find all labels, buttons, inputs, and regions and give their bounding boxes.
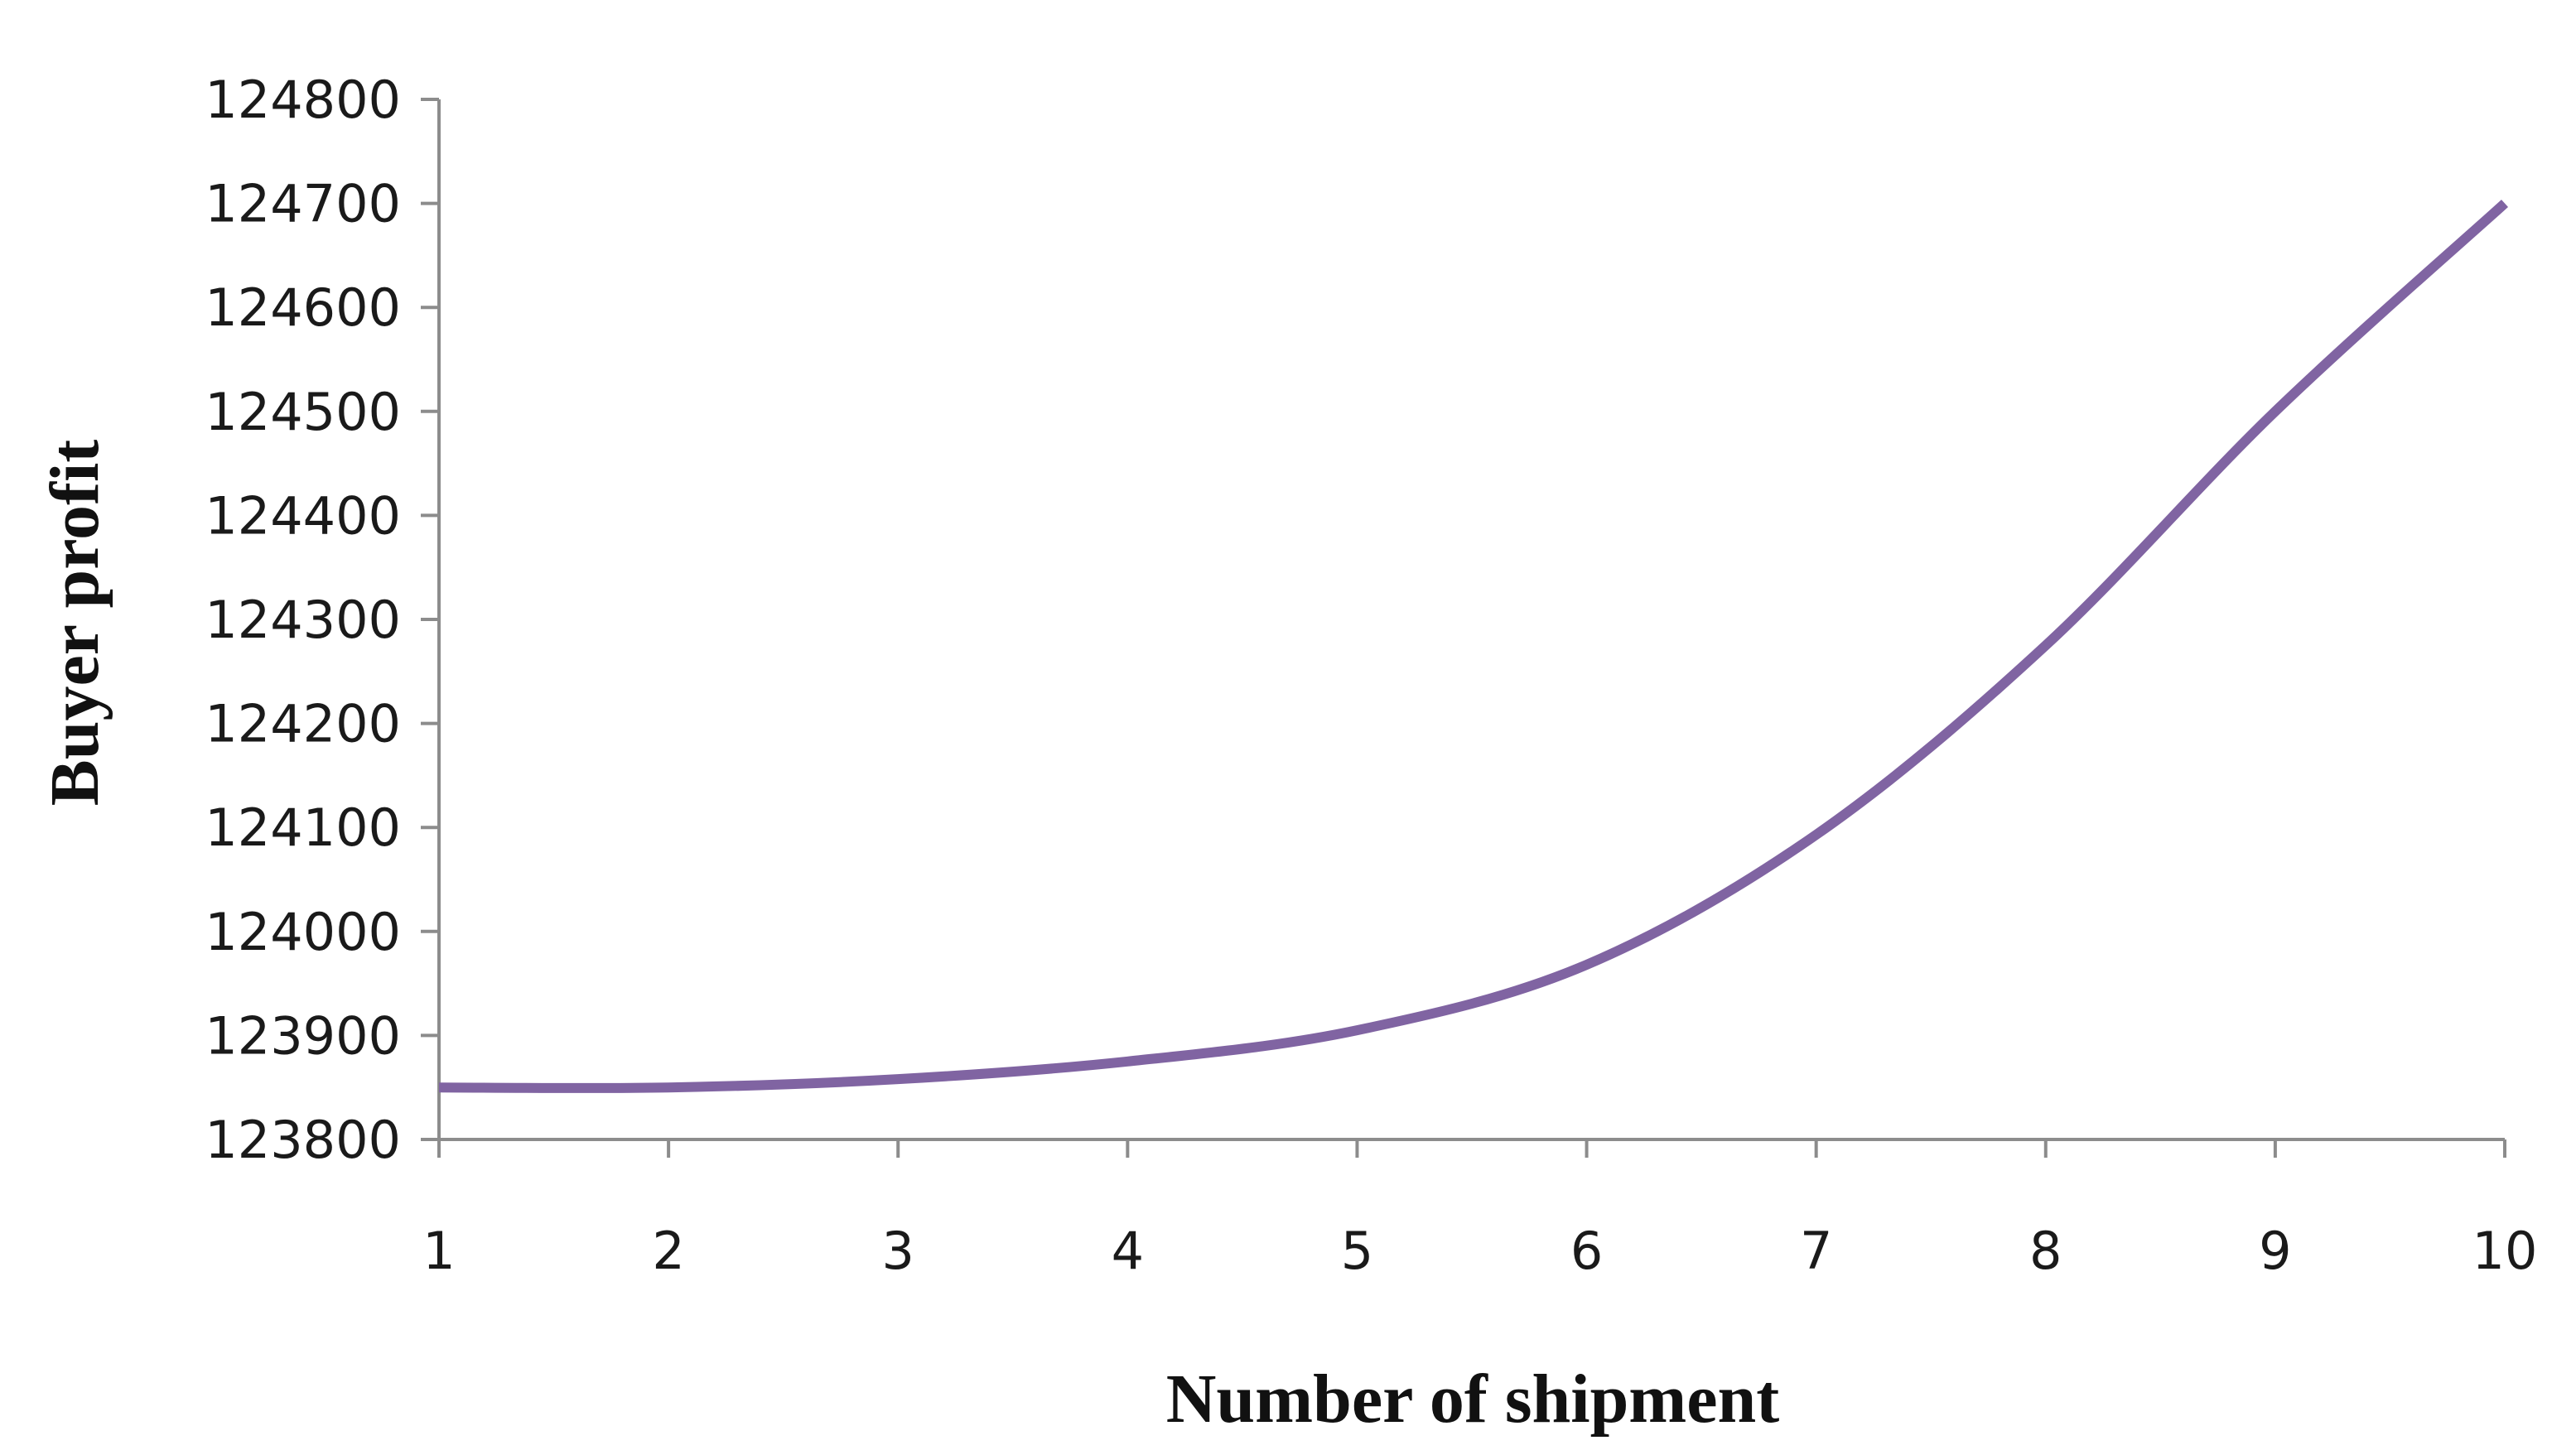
y-tick-label: 124000 [205,902,401,962]
data-point-4 [1122,1057,1132,1067]
y-tick-label: 123800 [205,1110,401,1170]
x-tick-label: 6 [1570,1221,1603,1281]
data-point-3 [893,1074,903,1084]
x-tick-label: 3 [881,1221,914,1281]
y-tick-label: 124500 [205,382,401,442]
data-point-7 [1811,830,1821,840]
y-tick-label: 124200 [205,694,401,754]
y-axis-title: Buyer profit [36,440,113,807]
y-tick-label: 123900 [205,1005,401,1066]
y-tick-label: 124100 [205,797,401,858]
y-tick-label: 124800 [205,70,401,130]
x-tick-label: 8 [2029,1221,2062,1281]
x-axis-title: Number of shipment [1166,1361,1780,1438]
data-point-6 [1582,960,1592,970]
axes [437,99,2505,1141]
x-tick-label: 7 [1800,1221,1832,1281]
y-axis-ticks: 123800 123900 124000 124100 124200 124300 1244… [205,70,439,1170]
x-tick-label: 1 [422,1221,455,1281]
x-tick-label: 10 [2472,1221,2538,1281]
data-point-5 [1352,1025,1362,1035]
x-tick-label: 2 [652,1221,684,1281]
x-tick-label: 9 [2259,1221,2291,1281]
y-tick-label: 124700 [205,174,401,234]
x-axis-ticks: 1 2 3 4 5 6 7 8 9 10 [422,1139,2537,1281]
y-tick-label: 124300 [205,590,401,650]
x-tick-label: 4 [1112,1221,1144,1281]
data-point-9 [2270,407,2280,417]
data-point-1 [434,1082,444,1092]
data-point-10 [2500,199,2510,209]
x-tick-label: 5 [1341,1221,1373,1281]
data-point-8 [2041,640,2051,650]
y-tick-label: 124400 [205,485,401,546]
series-layer [434,199,2510,1093]
y-tick-label: 124600 [205,277,401,338]
data-point-2 [663,1082,673,1092]
series-line-0 [438,200,2509,1093]
